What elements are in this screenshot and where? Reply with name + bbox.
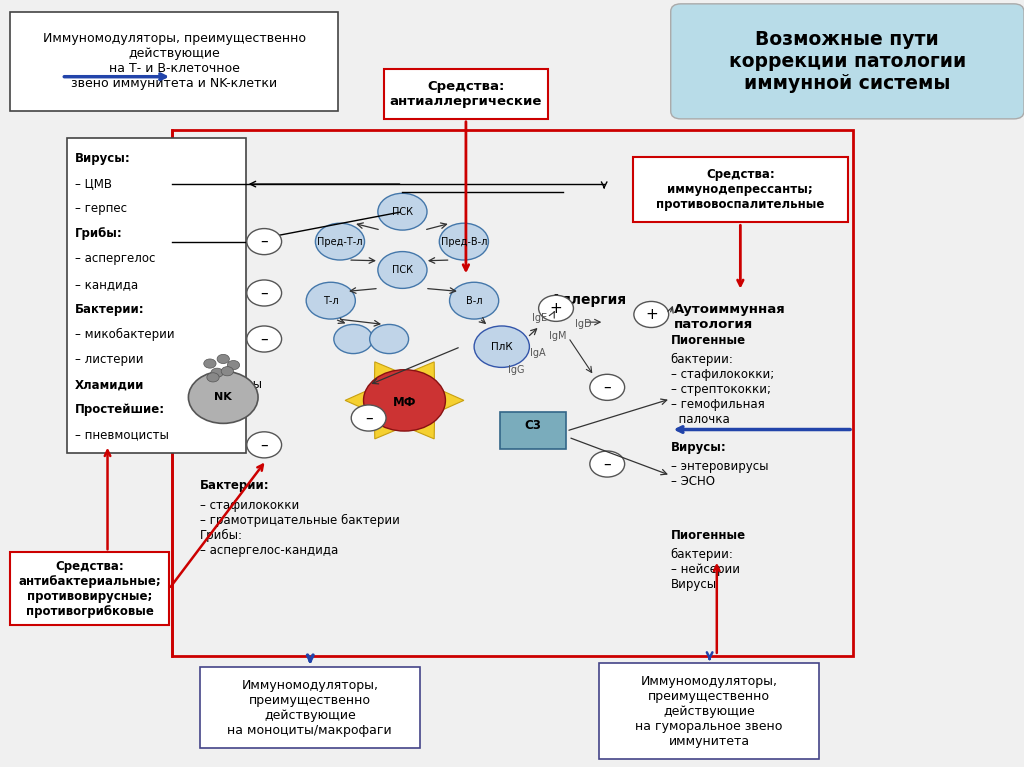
Text: Иммуномодуляторы, преимущественно
действующие
на Т- и В-клеточное
звено иммуните: Иммуномодуляторы, преимущественно действ… <box>43 32 305 91</box>
Text: – энтеровирусы
– ЭСНО: – энтеровирусы – ЭСНО <box>671 460 768 489</box>
Circle shape <box>247 229 282 255</box>
Circle shape <box>590 374 625 400</box>
Text: IgG: IgG <box>508 364 524 375</box>
FancyBboxPatch shape <box>633 157 848 222</box>
Text: – ЦМВ: – ЦМВ <box>75 177 112 190</box>
Text: Бактерии:: Бактерии: <box>75 303 144 316</box>
Circle shape <box>247 432 282 458</box>
Text: В-л: В-л <box>466 295 482 306</box>
Circle shape <box>450 282 499 319</box>
Text: IgE: IgE <box>532 312 547 323</box>
Text: Хламидии: Хламидии <box>75 378 144 391</box>
Text: Вирусы:: Вирусы: <box>671 441 726 454</box>
Text: – аспергелос: – аспергелос <box>75 252 155 265</box>
Text: бактерии:
– стафилококки;
– стрептококки;
– гемофильная
  палочка: бактерии: – стафилококки; – стрептококки… <box>671 353 774 426</box>
Text: Средства:
антиаллергические: Средства: антиаллергические <box>390 80 542 108</box>
Text: Средства:
иммунодепрессанты;
противовоспалительные: Средства: иммунодепрессанты; противовосп… <box>656 168 824 212</box>
Text: ПСК: ПСК <box>392 206 413 217</box>
Circle shape <box>364 370 445 431</box>
Circle shape <box>306 282 355 319</box>
Text: Возможные пути
коррекции патологии
иммунной системы: Возможные пути коррекции патологии иммун… <box>729 30 966 93</box>
Text: Средства:
антибактериальные;
противовирусные;
противогрибковые: Средства: антибактериальные; противовиру… <box>18 560 161 617</box>
Text: Аутоиммунная
патология: Аутоиммунная патология <box>674 303 785 331</box>
Circle shape <box>590 451 625 477</box>
FancyBboxPatch shape <box>67 138 246 453</box>
Text: Бактерии:: Бактерии: <box>200 479 269 492</box>
FancyBboxPatch shape <box>10 12 338 111</box>
Circle shape <box>334 324 373 354</box>
Text: IgM: IgM <box>549 331 567 341</box>
FancyBboxPatch shape <box>500 412 566 449</box>
Text: Иммуномодуляторы,
преимущественно
действующие
на моноциты/макрофаги: Иммуномодуляторы, преимущественно действ… <box>227 679 392 736</box>
Text: Т-л: Т-л <box>323 295 339 306</box>
Text: +: + <box>645 307 657 322</box>
Text: –: – <box>365 410 373 426</box>
FancyBboxPatch shape <box>599 663 819 759</box>
Text: Вирусы:: Вирусы: <box>75 152 130 165</box>
Text: Цитокины: Цитокины <box>200 377 263 390</box>
Text: ПСК: ПСК <box>392 265 413 275</box>
Text: –: – <box>260 285 268 301</box>
Text: – герпес: – герпес <box>75 202 127 216</box>
Circle shape <box>315 223 365 260</box>
Circle shape <box>188 371 258 423</box>
Text: Пред-Т-л: Пред-Т-л <box>317 236 362 247</box>
Circle shape <box>351 405 386 431</box>
Text: МФ: МФ <box>393 397 416 409</box>
Bar <box>172 130 853 656</box>
Text: Грибы:: Грибы: <box>75 227 123 240</box>
Text: –: – <box>603 380 611 395</box>
Circle shape <box>370 324 409 354</box>
Text: Иммуномодуляторы,
преимущественно
действующие
на гуморальное звено
иммунитета: Иммуномодуляторы, преимущественно действ… <box>636 675 782 748</box>
Circle shape <box>247 326 282 352</box>
Text: – микобактерии: – микобактерии <box>75 328 174 341</box>
Text: +: + <box>550 301 562 316</box>
Circle shape <box>211 368 223 377</box>
Text: – стафилококки
– грамотрицательные бактерии
Грибы:
– аспергелос-кандида: – стафилококки – грамотрицательные бакте… <box>200 499 399 557</box>
Text: Простейшие:: Простейшие: <box>75 403 165 416</box>
FancyBboxPatch shape <box>10 552 169 625</box>
Text: ПлК: ПлК <box>490 341 513 352</box>
Circle shape <box>207 373 219 382</box>
Circle shape <box>378 193 427 230</box>
Circle shape <box>204 359 216 368</box>
Text: –: – <box>260 234 268 249</box>
FancyBboxPatch shape <box>200 667 420 748</box>
Text: IgA: IgA <box>529 347 546 358</box>
Text: Пиогенные: Пиогенные <box>671 334 745 347</box>
Circle shape <box>378 252 427 288</box>
Text: –: – <box>260 331 268 347</box>
Text: –: – <box>260 437 268 453</box>
Text: – пневмоцисты: – пневмоцисты <box>75 429 169 442</box>
Text: бактерии:
– нейсерии
Вирусы: бактерии: – нейсерии Вирусы <box>671 548 739 591</box>
Circle shape <box>539 295 573 321</box>
Polygon shape <box>345 362 464 439</box>
FancyBboxPatch shape <box>671 4 1024 119</box>
Circle shape <box>227 360 240 370</box>
Text: –: – <box>603 456 611 472</box>
Text: Аллергия: Аллергия <box>551 293 627 307</box>
Text: С3: С3 <box>524 420 541 432</box>
Text: – кандида: – кандида <box>75 278 138 291</box>
Text: – листерии: – листерии <box>75 353 143 366</box>
Circle shape <box>221 367 233 376</box>
Circle shape <box>247 280 282 306</box>
Text: Пиогенные: Пиогенные <box>671 529 745 542</box>
Circle shape <box>217 354 229 364</box>
Text: Пред-В-л: Пред-В-л <box>440 236 487 247</box>
Circle shape <box>439 223 488 260</box>
Circle shape <box>634 301 669 328</box>
Text: NK: NK <box>214 392 232 403</box>
Circle shape <box>474 326 529 367</box>
FancyBboxPatch shape <box>384 69 548 119</box>
Text: IgD: IgD <box>575 318 592 329</box>
